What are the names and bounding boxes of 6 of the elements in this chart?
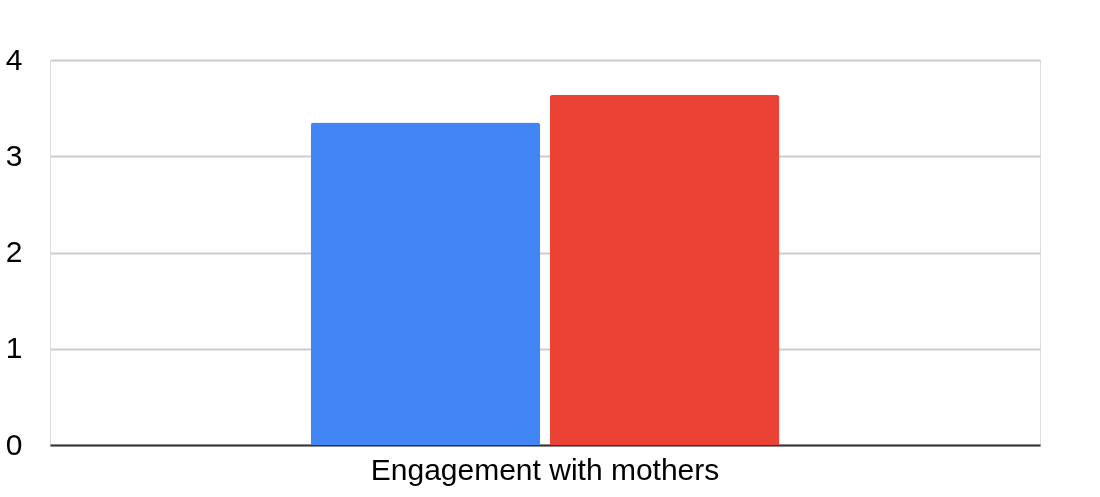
y-tick-label: 1: [5, 331, 23, 365]
y-tick-label: 2: [5, 235, 23, 268]
y-tick-label: 4: [5, 42, 23, 76]
y-tick-label: 3: [5, 138, 23, 172]
y-tick-label: 0: [5, 427, 23, 461]
x-tick-label: Engagement with mothers: [370, 452, 720, 486]
